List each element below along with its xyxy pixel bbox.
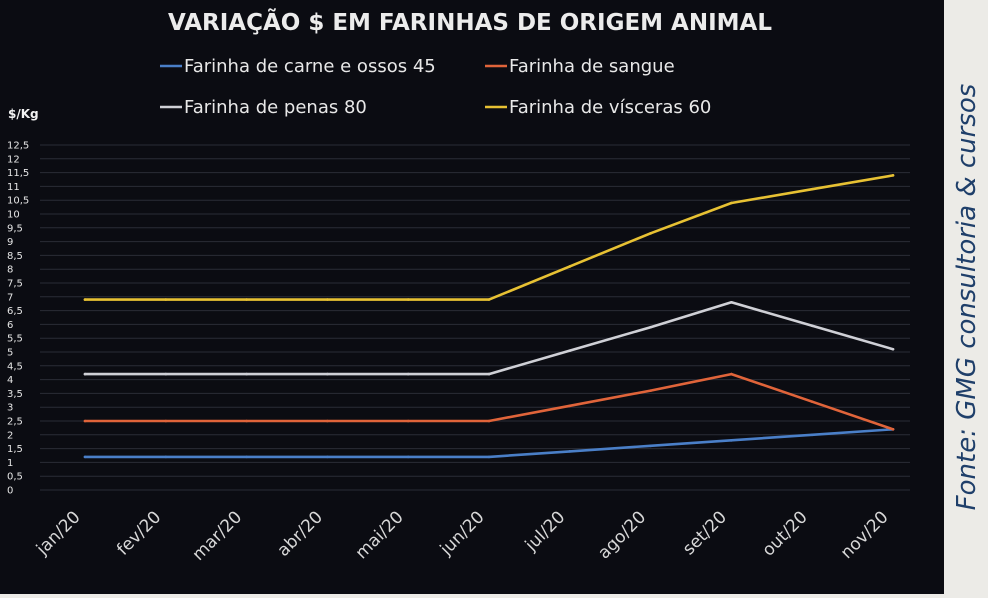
data-point xyxy=(891,347,895,351)
data-point xyxy=(164,455,168,459)
data-point xyxy=(245,419,248,423)
x-axis-ticks: jan/20 fev/20 mar/20 abr/20 mai/20 jun/20 jul/… xyxy=(32,507,893,565)
y-tick-label: 12 xyxy=(7,154,20,165)
x-tick-label: fev/20 xyxy=(113,507,165,559)
data-point xyxy=(487,298,491,301)
data-point xyxy=(326,455,329,459)
y-tick-label: 0 xyxy=(7,486,13,497)
data-point xyxy=(406,372,410,376)
series-line-0 xyxy=(83,427,895,459)
data-point xyxy=(810,187,814,191)
gridlines xyxy=(40,144,910,491)
data-point xyxy=(730,201,733,205)
y-tick-label: 5,5 xyxy=(7,334,23,345)
y-tick-label: 1 xyxy=(7,458,13,469)
y-tick-label: 3 xyxy=(7,403,13,414)
legend-label: Farinha de carne e ossos 45 xyxy=(184,56,436,77)
data-point xyxy=(83,419,87,423)
data-point xyxy=(83,372,87,376)
y-tick-label: 7 xyxy=(7,292,13,303)
data-point xyxy=(245,455,248,459)
data-point xyxy=(891,174,895,177)
y-tick-label: 3,5 xyxy=(7,389,23,400)
x-tick-label: set/20 xyxy=(679,507,731,559)
data-point xyxy=(406,455,410,459)
y-tick-label: 6,5 xyxy=(7,306,23,317)
data-point xyxy=(245,372,248,376)
series-lines xyxy=(83,174,895,459)
y-tick-label: 9 xyxy=(7,237,13,248)
data-point xyxy=(406,419,410,423)
data-point xyxy=(164,419,168,423)
y-tick-label: 11,5 xyxy=(7,168,29,179)
data-point xyxy=(568,265,572,268)
data-point xyxy=(245,298,248,301)
data-point xyxy=(164,298,168,301)
legend-label: Farinha de vísceras 60 xyxy=(509,97,711,118)
data-point xyxy=(568,349,572,352)
legend-label: Farinha de penas 80 xyxy=(184,97,367,118)
y-tick-label: 7,5 xyxy=(7,279,23,290)
y-tick-label: 10,5 xyxy=(7,196,29,207)
y-axis-ticks: 00,511,522,533,544,555,566,577,588,599,5… xyxy=(7,141,29,497)
data-point xyxy=(649,444,652,448)
data-point xyxy=(730,301,733,304)
data-point xyxy=(406,298,410,301)
y-tick-label: 4 xyxy=(7,375,13,386)
y-tick-label: 11 xyxy=(7,182,20,193)
data-point xyxy=(730,372,733,376)
x-tick-label: ago/20 xyxy=(594,507,650,563)
y-tick-label: 1,5 xyxy=(7,444,23,455)
data-point xyxy=(326,419,329,423)
data-point xyxy=(83,455,87,459)
data-point xyxy=(649,325,652,329)
chart-title: VARIAÇÃO $ EM FARINHAS DE ORIGEM ANIMAL xyxy=(168,8,772,36)
x-tick-label: jul/20 xyxy=(521,507,570,556)
y-tick-label: 4,5 xyxy=(7,361,23,372)
x-tick-label: out/20 xyxy=(759,507,812,560)
data-point xyxy=(649,389,652,392)
series-line-3 xyxy=(83,174,895,301)
legend-label: Farinha de sangue xyxy=(509,56,675,77)
y-axis-label: $/Kg xyxy=(8,107,39,121)
x-tick-label: jun/20 xyxy=(436,507,489,560)
x-tick-label: abr/20 xyxy=(274,507,327,560)
data-point xyxy=(487,419,491,423)
x-tick-label: jan/20 xyxy=(32,507,85,560)
data-point xyxy=(487,455,491,459)
data-point xyxy=(730,439,733,442)
y-tick-label: 8 xyxy=(7,265,13,276)
x-tick-label: nov/20 xyxy=(837,507,893,563)
y-tick-label: 9,5 xyxy=(7,223,23,234)
y-tick-label: 2 xyxy=(7,430,13,441)
data-point xyxy=(568,450,572,453)
data-point xyxy=(810,433,814,437)
y-tick-label: 8,5 xyxy=(7,251,23,262)
data-point xyxy=(83,298,87,301)
y-tick-label: 5 xyxy=(7,348,13,359)
y-tick-label: 0,5 xyxy=(7,472,23,483)
y-tick-label: 10 xyxy=(7,210,20,221)
line-chart: VARIAÇÃO $ EM FARINHAS DE ORIGEM ANIMAL … xyxy=(7,8,910,565)
legend: Farinha de carne e ossos 45 Farinha de sa… xyxy=(160,56,711,118)
data-point xyxy=(164,372,168,376)
data-point xyxy=(568,404,572,408)
data-point xyxy=(649,232,652,235)
source-note-strip: Fonte: GMG consultoria & cursos xyxy=(952,84,982,511)
data-point xyxy=(487,372,491,376)
data-point xyxy=(891,427,895,431)
x-tick-label: mai/20 xyxy=(352,507,408,563)
x-tick-label: mar/20 xyxy=(189,507,247,565)
y-tick-label: 2,5 xyxy=(7,417,23,428)
source-note: Fonte: GMG consultoria & cursos xyxy=(952,84,982,511)
data-point xyxy=(810,324,814,328)
data-point xyxy=(326,298,329,301)
data-point xyxy=(810,400,814,403)
y-tick-label: 6 xyxy=(7,320,13,331)
chart-panel: VARIAÇÃO $ EM FARINHAS DE ORIGEM ANIMAL … xyxy=(0,0,944,594)
data-point xyxy=(326,372,329,376)
y-tick-label: 12,5 xyxy=(7,141,29,152)
